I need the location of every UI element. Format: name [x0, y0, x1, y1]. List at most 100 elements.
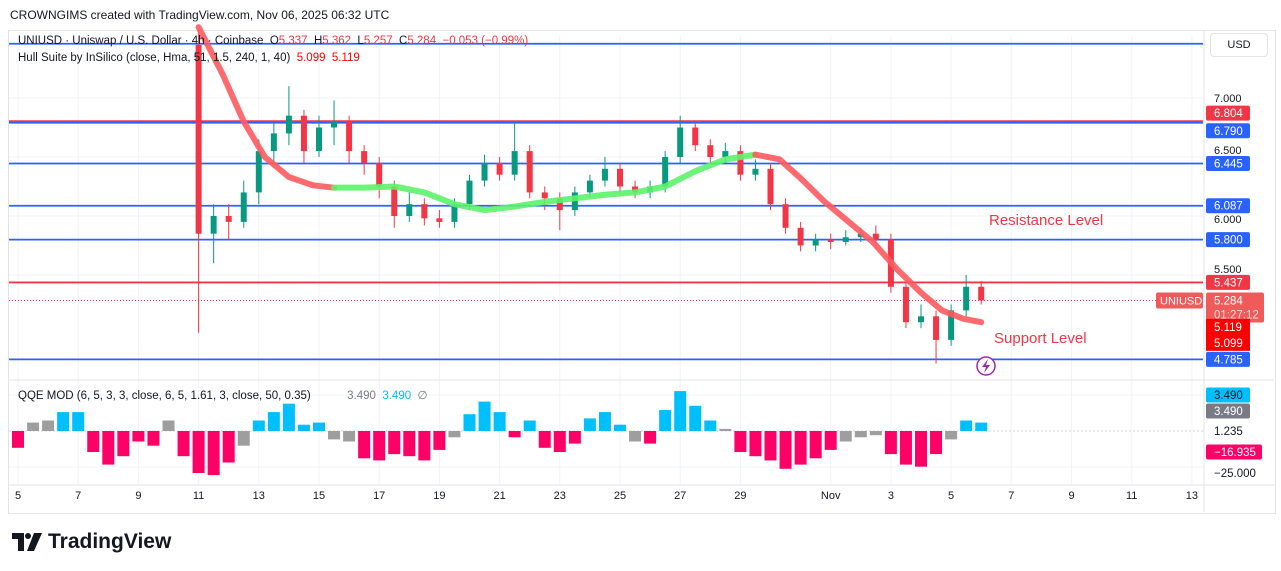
qqe-bar — [493, 412, 506, 431]
price-tick: 6.000 — [1214, 214, 1242, 226]
level-price-label-bg — [1206, 198, 1250, 214]
candle-body — [331, 121, 338, 128]
candle-body — [737, 151, 744, 175]
low-value: 5.257 — [363, 35, 393, 47]
qqe-bar — [644, 431, 657, 444]
qqe-tag-bg — [1206, 403, 1250, 419]
qqe-bar — [629, 431, 642, 442]
qqe-bar — [478, 401, 491, 431]
date-tick: 7 — [75, 490, 81, 502]
hull-legend[interactable]: Hull Suite by InSilico (close, Hma, 51, … — [18, 52, 360, 64]
qqe-bar — [553, 431, 566, 452]
last-price-tag — [1206, 292, 1264, 323]
hull-value-1: 5.099 — [296, 52, 326, 64]
qqe-legend[interactable]: QQE MOD (6, 5, 3, 3, close, 6, 5, 1.61, … — [18, 388, 428, 402]
candle-body — [481, 162, 488, 181]
candle-body — [526, 151, 533, 193]
qqe-bar — [282, 403, 295, 431]
qqe-bar — [945, 431, 958, 440]
candle-body — [451, 204, 458, 222]
qqe-bar — [975, 422, 988, 431]
qqe-bar — [689, 405, 702, 431]
qqe-bar — [704, 420, 717, 431]
date-tick: 29 — [734, 490, 746, 502]
price-tick: 7.000 — [1214, 93, 1242, 105]
candle-body — [496, 162, 503, 175]
candle-body — [677, 127, 684, 157]
level-price-label: 6.790 — [1214, 126, 1243, 138]
qqe-bar — [508, 431, 521, 438]
candle-body — [556, 198, 563, 211]
candle-body — [270, 133, 277, 152]
candle-body — [406, 204, 413, 216]
date-tick: 7 — [1008, 490, 1014, 502]
lightning-icon[interactable] — [976, 356, 996, 376]
qqe-bar — [764, 431, 777, 461]
date-tick: 9 — [135, 490, 141, 502]
qqe-bar — [403, 431, 416, 457]
date-tick: 3 — [888, 490, 894, 502]
tradingview-logo[interactable]: TradingView — [12, 530, 171, 554]
resistance-annotation: Resistance Level — [989, 212, 1103, 229]
hull-suite-line — [195, 24, 985, 326]
level-price-label-bg — [1206, 232, 1250, 248]
qqe-bar — [749, 431, 762, 457]
candle-body — [195, 44, 202, 234]
last-price-label: 5.284 — [1214, 295, 1243, 307]
qqe-bar — [433, 431, 446, 450]
candle-body — [601, 168, 608, 181]
qqe-bar — [915, 431, 927, 467]
candle-body — [963, 286, 970, 311]
qqe-tag-bg — [1206, 444, 1262, 460]
date-tick: 25 — [614, 490, 626, 502]
candle-body — [210, 216, 217, 234]
qqe-bar — [117, 431, 130, 457]
qqe-bar — [162, 420, 175, 431]
candle-body — [707, 145, 714, 157]
qqe-bar — [869, 431, 882, 436]
qqe-bar — [674, 391, 687, 431]
level-price-label-bg — [1206, 351, 1250, 367]
candle-body — [933, 316, 940, 340]
qqe-bar — [27, 422, 40, 431]
level-price-label: 6.804 — [1214, 108, 1243, 120]
date-tick: 13 — [1186, 490, 1198, 502]
candle-body — [511, 151, 518, 175]
date-tick: 11 — [193, 490, 204, 502]
countdown-label: 01:27:12 — [1214, 309, 1259, 321]
date-tick: 5 — [15, 490, 21, 502]
candle-body — [692, 127, 699, 146]
qqe-axis-label: −25.000 — [1214, 468, 1256, 480]
date-tick: 19 — [433, 490, 445, 502]
qqe-bar — [222, 431, 235, 463]
qqe-bar — [418, 431, 431, 461]
currency-button[interactable]: USD — [1210, 33, 1268, 57]
qqe-bar — [252, 420, 265, 431]
candle-body — [255, 151, 262, 193]
symbol-tag — [1156, 292, 1203, 309]
hull-segment-up — [331, 151, 759, 214]
qqe-bar — [463, 414, 476, 431]
hide-values-icon[interactable]: ∅ — [417, 390, 428, 402]
qqe-bar — [538, 431, 551, 448]
candle-body — [842, 237, 849, 242]
qqe-bar — [313, 422, 325, 431]
price-tick: 6.500 — [1214, 145, 1242, 157]
candle-body — [827, 239, 834, 242]
level-price-label: 6.087 — [1214, 201, 1243, 213]
candle-body — [300, 115, 307, 152]
horizontal-levels — [9, 42, 1203, 361]
symbol-legend[interactable]: UNIUSD · Uniswap / U.S. Dollar · 4h · Co… — [18, 35, 528, 47]
price-tick: 5.500 — [1214, 264, 1242, 276]
candle-body — [421, 204, 428, 219]
candle-body — [391, 186, 398, 216]
candle-body — [902, 286, 909, 323]
qqe-bar — [884, 431, 897, 455]
date-tick: 13 — [253, 490, 265, 502]
level-price-label: 4.785 — [1214, 354, 1243, 366]
qqe-bar — [132, 431, 145, 442]
candle-body — [346, 121, 353, 152]
low-label: L — [357, 35, 364, 47]
level-price-label-bg — [1206, 123, 1250, 139]
